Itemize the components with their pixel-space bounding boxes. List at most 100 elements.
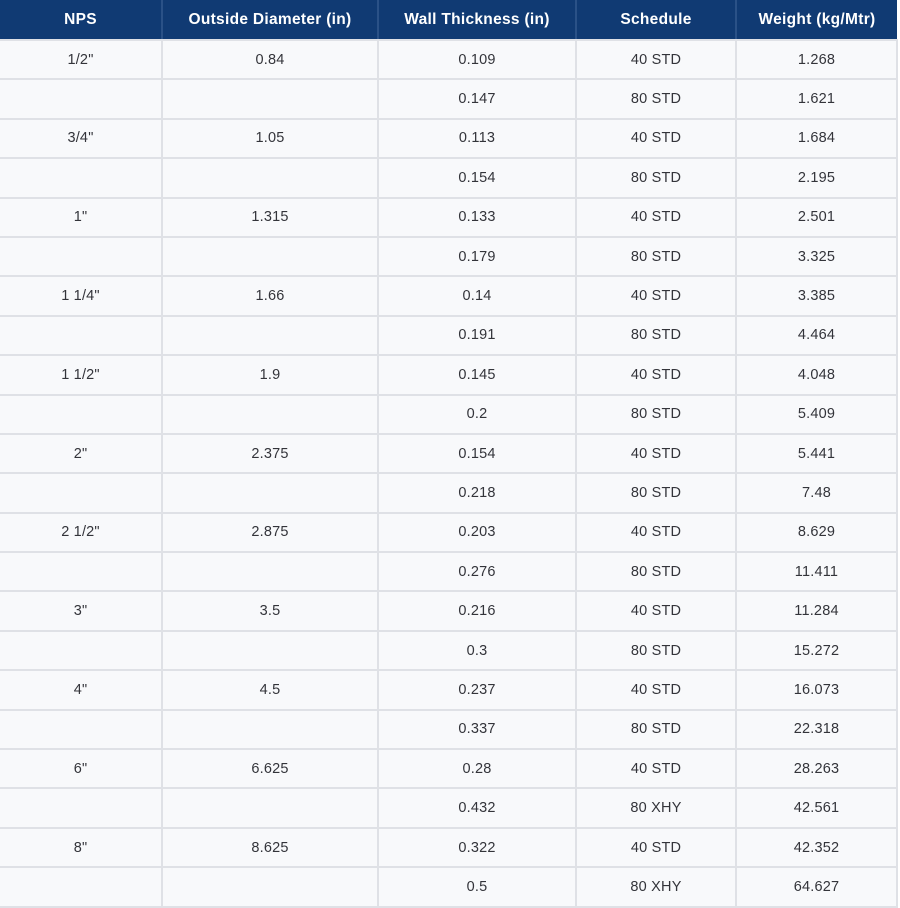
table-row: 8" 8.625 0.322 40 STD 42.352 [0, 826, 898, 869]
cell-schedule: 80 STD [575, 629, 737, 672]
cell-outside-diameter [161, 551, 379, 593]
cell-nps: 1" [0, 196, 163, 238]
cell-nps [0, 78, 163, 120]
cell-schedule: 40 STD [575, 590, 737, 632]
cell-wall-thickness: 0.133 [377, 196, 577, 238]
cell-outside-diameter: 0.84 [161, 38, 379, 81]
cell-outside-diameter [161, 472, 379, 514]
cell-outside-diameter: 2.875 [161, 511, 379, 554]
cell-nps: 1 1/4" [0, 275, 163, 317]
cell-nps: 3" [0, 590, 163, 632]
cell-schedule: 40 STD [575, 196, 737, 238]
column-header-nps: NPS [0, 0, 163, 41]
cell-weight: 4.048 [735, 354, 898, 396]
cell-wall-thickness: 0.147 [377, 78, 577, 120]
cell-outside-diameter: 1.66 [161, 275, 379, 317]
cell-nps [0, 551, 163, 593]
cell-schedule: 80 STD [575, 393, 737, 435]
cell-weight: 15.272 [735, 629, 898, 672]
cell-nps [0, 314, 163, 357]
cell-nps: 4" [0, 669, 163, 711]
cell-weight: 1.268 [735, 38, 898, 81]
cell-weight: 4.464 [735, 314, 898, 357]
cell-schedule: 40 STD [575, 826, 737, 869]
table-row: 0.5 80 XHY 64.627 [0, 866, 898, 908]
cell-schedule: 40 STD [575, 511, 737, 554]
table-row: 2" 2.375 0.154 40 STD 5.441 [0, 432, 898, 475]
cell-nps [0, 629, 163, 672]
cell-outside-diameter [161, 708, 379, 751]
table-row: 0.218 80 STD 7.48 [0, 472, 898, 514]
table-body: 1/2" 0.84 0.109 40 STD 1.268 0.147 80 STD 1.621… [0, 38, 898, 908]
cell-schedule: 80 STD [575, 78, 737, 120]
table-row: 0.154 80 STD 2.195 [0, 157, 898, 199]
cell-nps [0, 393, 163, 435]
cell-weight: 5.441 [735, 432, 898, 475]
cell-nps [0, 787, 163, 829]
cell-wall-thickness: 0.191 [377, 314, 577, 357]
cell-weight: 28.263 [735, 748, 898, 790]
cell-weight: 5.409 [735, 393, 898, 435]
cell-weight: 2.195 [735, 157, 898, 199]
cell-weight: 3.325 [735, 235, 898, 278]
cell-weight: 42.561 [735, 787, 898, 829]
cell-weight: 7.48 [735, 472, 898, 514]
cell-wall-thickness: 0.5 [377, 866, 577, 908]
cell-nps: 1 1/2" [0, 354, 163, 396]
cell-nps: 8" [0, 826, 163, 869]
cell-nps [0, 866, 163, 908]
table-row: 0.432 80 XHY 42.561 [0, 787, 898, 829]
cell-outside-diameter [161, 157, 379, 199]
cell-wall-thickness: 0.2 [377, 393, 577, 435]
cell-weight: 64.627 [735, 866, 898, 908]
cell-nps [0, 157, 163, 199]
table-row: 0.191 80 STD 4.464 [0, 314, 898, 357]
cell-wall-thickness: 0.337 [377, 708, 577, 751]
cell-schedule: 40 STD [575, 354, 737, 396]
cell-weight: 11.284 [735, 590, 898, 632]
table-row: 1 1/4" 1.66 0.14 40 STD 3.385 [0, 275, 898, 317]
cell-schedule: 40 STD [575, 38, 737, 81]
cell-weight: 42.352 [735, 826, 898, 869]
table-header: NPS Outside Diameter (in) Wall Thickness… [0, 0, 897, 41]
cell-nps [0, 472, 163, 514]
cell-schedule: 80 XHY [575, 787, 737, 829]
table-row: 0.147 80 STD 1.621 [0, 78, 898, 120]
table-row: 0.179 80 STD 3.325 [0, 235, 898, 278]
cell-weight: 22.318 [735, 708, 898, 751]
cell-outside-diameter [161, 393, 379, 435]
cell-schedule: 80 STD [575, 157, 737, 199]
cell-weight: 2.501 [735, 196, 898, 238]
cell-wall-thickness: 0.322 [377, 826, 577, 869]
table-row: 0.276 80 STD 11.411 [0, 551, 898, 593]
cell-schedule: 80 STD [575, 472, 737, 514]
cell-schedule: 80 STD [575, 551, 737, 593]
cell-wall-thickness: 0.154 [377, 157, 577, 199]
header-row: NPS Outside Diameter (in) Wall Thickness… [0, 0, 897, 41]
cell-wall-thickness: 0.237 [377, 669, 577, 711]
cell-wall-thickness: 0.14 [377, 275, 577, 317]
table-row: 2 1/2" 2.875 0.203 40 STD 8.629 [0, 511, 898, 554]
cell-outside-diameter [161, 866, 379, 908]
cell-outside-diameter: 1.05 [161, 117, 379, 160]
cell-schedule: 80 STD [575, 708, 737, 751]
cell-outside-diameter [161, 787, 379, 829]
table-row: 3/4" 1.05 0.113 40 STD 1.684 [0, 117, 898, 160]
cell-weight: 11.411 [735, 551, 898, 593]
column-header-weight: Weight (kg/Mtr) [736, 0, 897, 41]
cell-outside-diameter: 6.625 [161, 748, 379, 790]
cell-wall-thickness: 0.203 [377, 511, 577, 554]
cell-wall-thickness: 0.145 [377, 354, 577, 396]
cell-nps: 3/4" [0, 117, 163, 160]
cell-nps: 1/2" [0, 38, 163, 81]
table-row: 0.2 80 STD 5.409 [0, 393, 898, 435]
cell-outside-diameter [161, 235, 379, 278]
table-row: 6" 6.625 0.28 40 STD 28.263 [0, 748, 898, 790]
cell-weight: 16.073 [735, 669, 898, 711]
cell-wall-thickness: 0.154 [377, 432, 577, 475]
cell-wall-thickness: 0.113 [377, 117, 577, 160]
cell-schedule: 40 STD [575, 748, 737, 790]
cell-schedule: 80 XHY [575, 866, 737, 908]
cell-schedule: 80 STD [575, 314, 737, 357]
cell-wall-thickness: 0.109 [377, 38, 577, 81]
